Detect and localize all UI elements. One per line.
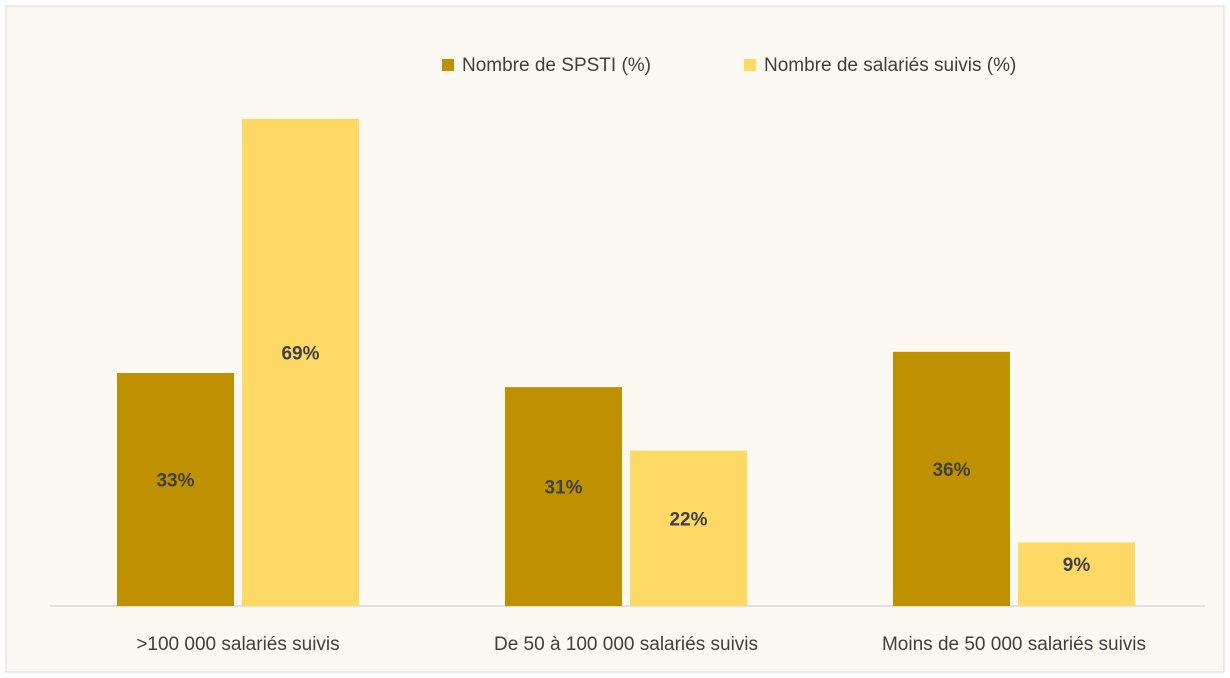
x-tick-label: Moins de 50 000 salariés suivis bbox=[882, 634, 1146, 655]
data-label: 36% bbox=[932, 460, 970, 481]
data-label: 33% bbox=[156, 471, 194, 492]
bar bbox=[117, 373, 234, 606]
bar bbox=[630, 450, 747, 606]
legend-label: Nombre de salariés suivis (%) bbox=[764, 55, 1016, 76]
data-label: 69% bbox=[281, 343, 319, 364]
legend-swatch bbox=[744, 59, 756, 71]
bar bbox=[242, 118, 359, 607]
x-tick-label: >100 000 salariés suivis bbox=[136, 634, 339, 655]
bar bbox=[893, 351, 1010, 606]
bar bbox=[1018, 542, 1135, 606]
legend-label: Nombre de SPSTI (%) bbox=[462, 55, 651, 76]
legend-swatch bbox=[442, 59, 454, 71]
data-label: 22% bbox=[669, 509, 707, 530]
x-tick-label: De 50 à 100 000 salariés suivis bbox=[494, 634, 758, 655]
data-label: 31% bbox=[544, 478, 582, 499]
data-label: 9% bbox=[1063, 555, 1091, 576]
bar bbox=[505, 387, 622, 606]
